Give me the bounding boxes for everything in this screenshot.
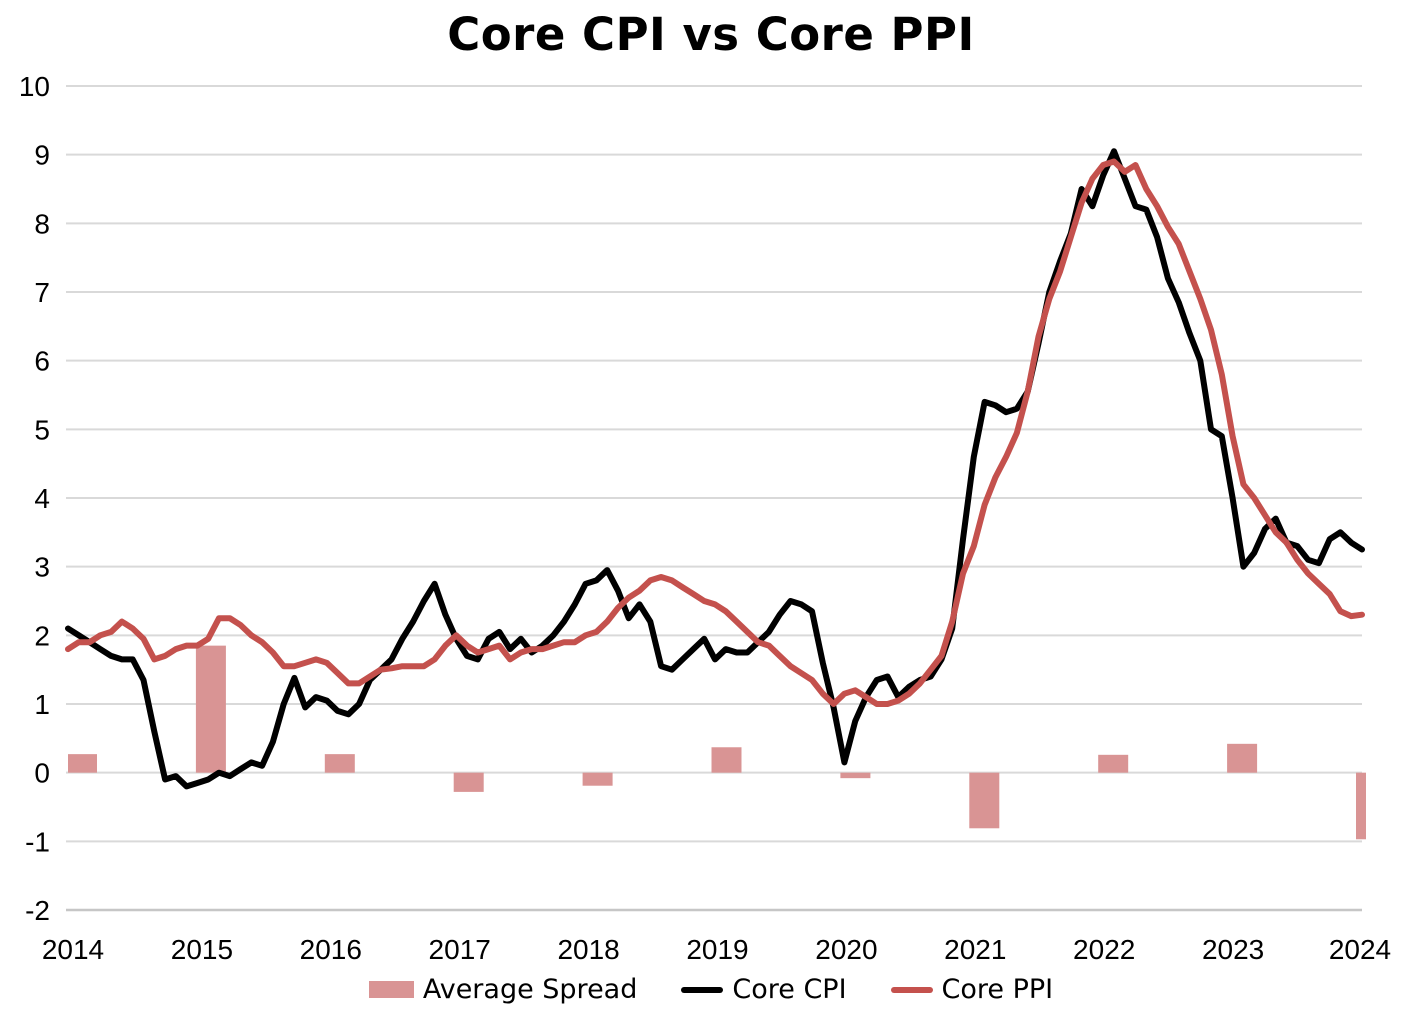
y-axis-label: -2 <box>25 895 50 926</box>
x-axis-label: 2015 <box>171 934 233 965</box>
average-spread-bar <box>840 772 871 779</box>
average-spread-bar <box>453 772 484 792</box>
average-spread-bar <box>1356 772 1366 840</box>
y-axis-label: 0 <box>34 758 50 789</box>
x-axis-label: 2024 <box>1329 934 1391 965</box>
y-axis-label: 1 <box>34 689 50 720</box>
y-axis-label: 2 <box>34 620 50 651</box>
chart-title: Core CPI vs Core PPI <box>447 8 975 61</box>
legend-label-core-ppi: Core PPI <box>941 974 1054 1005</box>
average-spread-bar <box>1227 743 1258 773</box>
core-cpi-line <box>65 148 1365 790</box>
chart-legend: Average Spread Core CPI Core PPI <box>0 974 1422 1005</box>
average-spread-bar <box>68 754 97 773</box>
average-spread-bar <box>324 754 355 773</box>
y-axis-label: -1 <box>25 826 50 857</box>
x-axis-label: 2020 <box>815 934 877 965</box>
x-axis-label: 2014 <box>42 934 104 965</box>
average-spread-bar <box>582 772 613 786</box>
x-axis-label: 2023 <box>1202 934 1264 965</box>
average-spread-bar <box>1098 754 1129 773</box>
legend-label-core-cpi: Core CPI <box>732 974 847 1005</box>
y-axis-label: 9 <box>34 140 50 171</box>
x-axis-label: 2017 <box>429 934 491 965</box>
legend-item-average-spread: Average Spread <box>368 974 638 1005</box>
legend-item-core-cpi: Core CPI <box>681 974 847 1005</box>
y-axis-label: 7 <box>34 277 50 308</box>
y-axis-label: 3 <box>34 552 50 583</box>
y-axis-label: 6 <box>34 346 50 377</box>
x-axis-label: 2019 <box>686 934 748 965</box>
legend-label-average-spread: Average Spread <box>422 974 638 1005</box>
x-axis-label: 2022 <box>1073 934 1135 965</box>
y-axis-label: 5 <box>34 414 50 445</box>
y-axis-label: 4 <box>34 483 50 514</box>
average-spread-swatch-icon <box>368 981 414 998</box>
core-ppi-line <box>65 158 1365 707</box>
y-axis-label: 10 <box>19 71 50 102</box>
y-axis-label: 8 <box>34 208 50 239</box>
legend-item-core-ppi: Core PPI <box>890 974 1054 1005</box>
average-spread-bar <box>711 747 742 773</box>
average-spread-bar <box>969 772 1000 829</box>
core-ppi-line-swatch-icon <box>890 986 933 993</box>
average-spread-bar <box>195 645 226 773</box>
x-axis-label: 2018 <box>557 934 619 965</box>
core-cpi-line-swatch-icon <box>681 986 724 993</box>
x-axis-label: 2016 <box>300 934 362 965</box>
x-axis-label: 2021 <box>944 934 1006 965</box>
